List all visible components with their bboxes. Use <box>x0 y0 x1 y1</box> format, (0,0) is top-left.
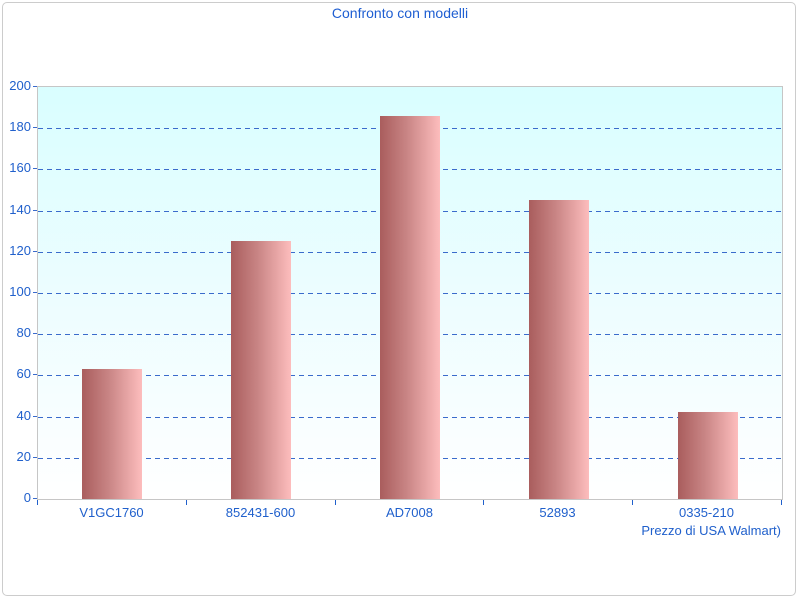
y-tick-label-0: 0 <box>23 490 31 505</box>
y-tick-mark-40 <box>33 416 37 417</box>
x-category-label-AD7008: AD7008 <box>386 505 433 520</box>
y-tick-label-80: 80 <box>16 325 31 340</box>
x-category-label-V1GC1760: V1GC1760 <box>79 505 144 520</box>
y-tick-label-160: 160 <box>9 160 31 175</box>
y-tick-label-180: 180 <box>9 119 31 134</box>
y-tick-mark-0 <box>33 498 37 499</box>
x-tick-mark-2 <box>335 500 336 505</box>
x-tick-mark-4 <box>632 500 633 505</box>
y-tick-mark-100 <box>33 292 37 293</box>
y-tick-label-140: 140 <box>9 202 31 217</box>
chart-title: Confronto con modelli <box>331 5 469 21</box>
bar-0335-210 <box>678 412 738 499</box>
y-tick-mark-60 <box>33 374 37 375</box>
y-tick-label-60: 60 <box>16 366 31 381</box>
bar-V1GC1760 <box>82 369 142 499</box>
y-tick-mark-160 <box>33 168 37 169</box>
y-tick-mark-20 <box>33 457 37 458</box>
y-tick-label-20: 20 <box>16 449 31 464</box>
x-tick-mark-0 <box>37 500 38 505</box>
y-tick-label-40: 40 <box>16 408 31 423</box>
y-tick-label-120: 120 <box>9 243 31 258</box>
y-tick-mark-80 <box>33 333 37 334</box>
y-tick-label-100: 100 <box>9 284 31 299</box>
y-tick-mark-120 <box>33 251 37 252</box>
x-category-label-852431-600: 852431-600 <box>225 505 296 520</box>
y-tick-mark-200 <box>33 86 37 87</box>
x-tick-mark-3 <box>483 500 484 505</box>
bar-52893 <box>529 200 589 499</box>
x-tick-mark-5 <box>781 500 782 505</box>
x-category-label-0335-210: 0335-210 <box>679 505 734 520</box>
bar-852431-600 <box>231 241 291 499</box>
y-tick-mark-180 <box>33 127 37 128</box>
y-tick-label-200: 200 <box>9 78 31 93</box>
x-axis-label: Prezzo di USA Walmart) <box>641 523 781 538</box>
bar-AD7008 <box>380 116 440 499</box>
plot-area <box>37 86 783 500</box>
x-category-label-52893: 52893 <box>539 505 576 520</box>
x-tick-mark-1 <box>186 500 187 505</box>
y-tick-mark-140 <box>33 210 37 211</box>
